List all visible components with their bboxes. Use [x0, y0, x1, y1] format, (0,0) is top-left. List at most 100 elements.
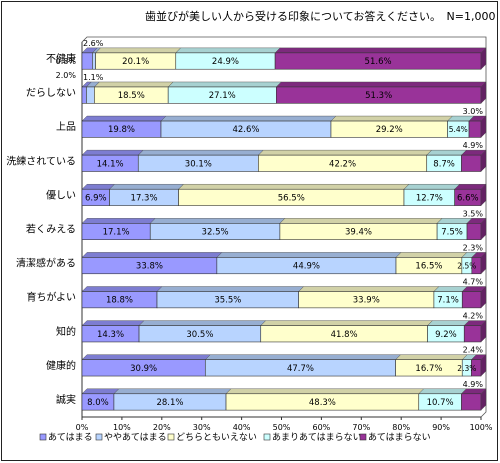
- legend-label: ややあてはまる: [104, 432, 167, 443]
- bar-top-face: [260, 320, 434, 326]
- bar-end-face: [480, 149, 487, 172]
- bar-end-face: [480, 388, 487, 411]
- bar-top-face: [216, 252, 402, 258]
- data-label: 2.6%: [83, 39, 104, 48]
- x-tick-label: 80%: [392, 423, 410, 432]
- bar-top-face: [81, 115, 167, 122]
- data-label: 3.0%: [463, 107, 484, 116]
- bar-top-face: [95, 47, 182, 54]
- data-label: 4.2%: [463, 312, 484, 321]
- data-label: 14.3%: [97, 330, 124, 340]
- bar-top-face: [137, 149, 264, 156]
- data-label: 18.8%: [106, 296, 133, 306]
- category-label: 不健康: [46, 52, 76, 65]
- segment-atehamaranai: [461, 291, 482, 309]
- data-label: 12.7%: [416, 193, 443, 203]
- bar-top-face: [113, 388, 232, 394]
- legend-swatch: [263, 433, 271, 441]
- bar-top-face: [81, 252, 223, 258]
- category-label: 誠実: [56, 393, 76, 406]
- bar-top-face: [433, 286, 468, 292]
- segment-yaya-atehamaru: [86, 86, 95, 104]
- data-label: 28.1%: [156, 398, 183, 408]
- x-tick-label: 50%: [273, 423, 291, 432]
- category-label: 洗練されている: [6, 154, 76, 167]
- segment-atehamaranai: [466, 223, 482, 240]
- legend-swatch: [39, 433, 47, 441]
- data-label: 51.6%: [365, 57, 392, 67]
- bar-top-face: [167, 81, 282, 88]
- x-tick-label: 20%: [153, 423, 171, 432]
- bar-top-face: [426, 149, 467, 156]
- data-label: 27.1%: [209, 91, 236, 101]
- data-label: 4.9%: [463, 141, 484, 150]
- x-tick-label: 100%: [470, 423, 493, 432]
- bar-top-face: [436, 218, 473, 224]
- data-label: 3.5%: [463, 209, 484, 218]
- segment-atehamaranai: [468, 120, 482, 138]
- bar-top-face: [418, 388, 467, 394]
- bar-top-face: [178, 184, 410, 190]
- data-label: 7.5%: [441, 228, 463, 238]
- data-label: 0.8%: [56, 57, 77, 66]
- category-label: 上品: [56, 121, 76, 133]
- category-label: 知的: [56, 325, 76, 338]
- bar-top-face: [138, 320, 267, 326]
- bar-top-face: [330, 115, 453, 122]
- data-label: 33.8%: [136, 262, 163, 272]
- bar-top-face: [81, 184, 116, 190]
- bar-end-face: [480, 286, 487, 309]
- data-label: 9.2%: [435, 330, 457, 340]
- category-label: 育ちがよい: [27, 291, 77, 304]
- data-label: 14.1%: [97, 159, 124, 169]
- bar-top-face: [81, 354, 211, 360]
- bar-top-face: [93, 81, 174, 88]
- bar-end-face: [480, 183, 487, 207]
- data-label: 16.7%: [415, 364, 442, 374]
- bar-top-face: [257, 149, 433, 156]
- data-label: 17.3%: [131, 193, 158, 203]
- data-label: 10.7%: [427, 398, 454, 408]
- x-tick-label: 60%: [313, 423, 331, 432]
- data-label: 47.7%: [287, 364, 314, 374]
- segment-atehamaru: [81, 86, 87, 104]
- legend-label: あてはまる: [48, 432, 93, 443]
- data-label: 48.3%: [309, 398, 336, 408]
- data-label: 4.9%: [463, 380, 484, 389]
- legend-label: あまりあてはまらない: [272, 432, 362, 443]
- bar-top-face: [175, 47, 281, 54]
- data-label: 17.1%: [103, 228, 130, 238]
- data-label: 30.5%: [186, 330, 213, 340]
- bar-top-face: [225, 388, 425, 394]
- legend-swatch: [95, 433, 103, 441]
- data-label: 16.5%: [415, 262, 442, 272]
- data-label: 41.8%: [331, 330, 358, 340]
- data-label: 1.1%: [83, 73, 104, 82]
- legend-label: あてはまらない: [368, 432, 431, 443]
- segment-yaya-atehamaru: [92, 52, 96, 70]
- data-label: 24.9%: [212, 57, 239, 67]
- bar-top-face: [279, 218, 443, 224]
- bar-end-face: [480, 115, 487, 138]
- bar-top-face: [109, 184, 185, 190]
- data-label: 56.5%: [278, 193, 305, 203]
- segment-atehamaranai: [461, 154, 482, 172]
- data-label: 42.2%: [329, 159, 356, 169]
- bar-top-face: [274, 47, 487, 54]
- data-label: 35.5%: [214, 296, 241, 306]
- segment-atehamaranai: [463, 325, 482, 343]
- legend-label: どちらともいえない: [176, 432, 257, 443]
- data-label: 51.3%: [365, 91, 392, 101]
- chart-title: 歯並びが美しい人から受ける印象についてお答えください。 N=1,000: [145, 10, 496, 23]
- bar-top-face: [454, 184, 487, 190]
- bar-top-face: [395, 354, 468, 360]
- data-label: 2.5%: [457, 262, 476, 271]
- data-label: 2.3%: [457, 364, 476, 373]
- bar-top-face: [204, 354, 402, 360]
- bar-top-face: [81, 218, 156, 224]
- data-label: 8.7%: [433, 159, 455, 169]
- x-tick-label: 0%: [76, 423, 89, 432]
- bar-end-face: [480, 354, 487, 377]
- data-label: 2.4%: [463, 346, 484, 355]
- bar-top-face: [275, 81, 487, 88]
